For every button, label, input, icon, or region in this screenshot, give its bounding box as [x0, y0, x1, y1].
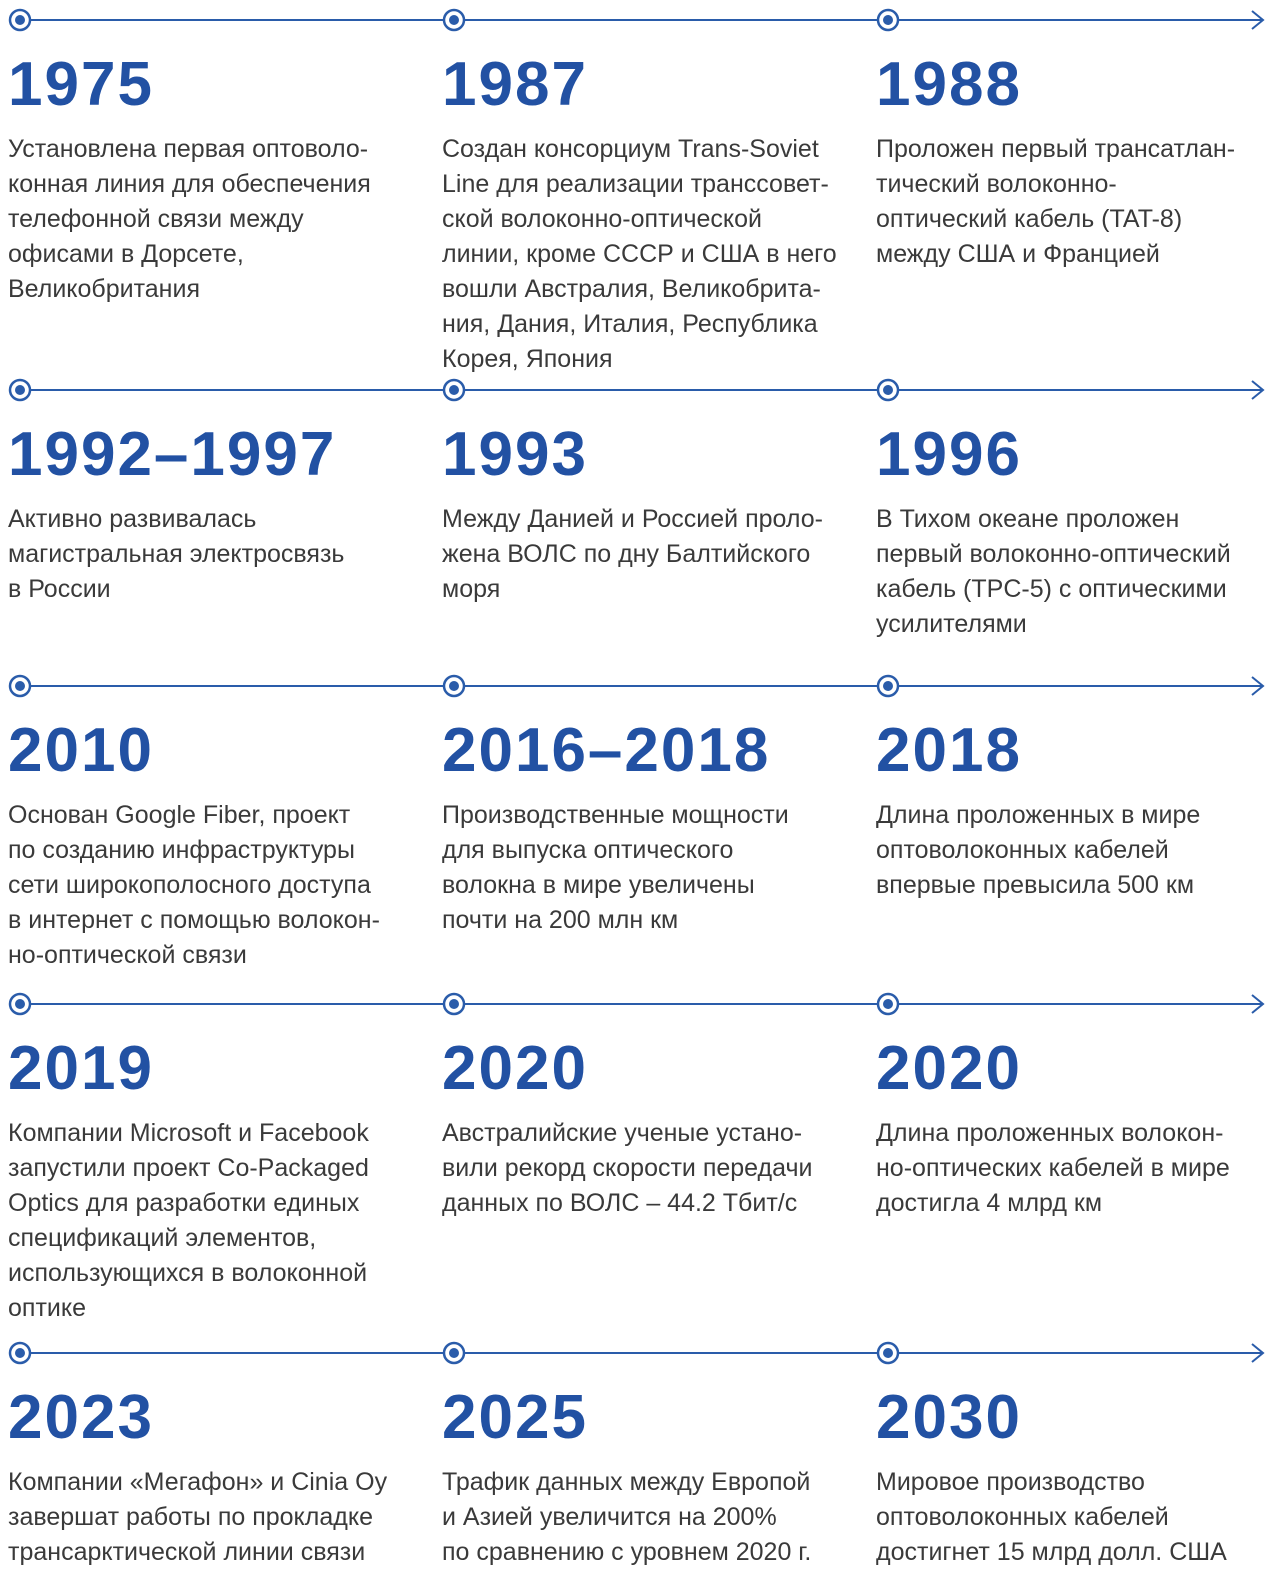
description-line: оптический кабель (TAT-8) [876, 205, 1183, 233]
description-line: В Тихом океане проложен [876, 505, 1180, 533]
year: 1992–1997 [8, 420, 337, 489]
description-line: Активно развивалась [8, 505, 257, 533]
year: 1988 [876, 50, 1022, 119]
year: 2010 [8, 716, 154, 785]
arrow-head [1251, 1343, 1265, 1363]
year: 2019 [8, 1034, 154, 1103]
description-line: жена ВОЛС по дну Балтийского [442, 540, 811, 568]
description-line: моря [442, 575, 501, 603]
marker-dot [449, 15, 459, 25]
year: 2023 [8, 1383, 154, 1452]
description-line: Проложен первый трансатлан- [876, 135, 1236, 163]
description-line: Line для реализации транссовет- [442, 170, 829, 198]
arrow-head [1251, 676, 1265, 696]
description-line: Австралийские ученые устано- [442, 1119, 803, 1147]
description-line: тический волоконно- [876, 170, 1117, 198]
description-line: ской волоконно-оптической [442, 205, 762, 233]
year: 2020 [442, 1034, 588, 1103]
description-line: оптоволоконных кабелей [876, 836, 1169, 864]
description-line: Компании Microsoft и Facebook [8, 1119, 369, 1147]
marker-dot [449, 385, 459, 395]
marker-dot [15, 385, 25, 395]
description-line: и Азией увеличится на 200% [442, 1503, 777, 1531]
year: 2030 [876, 1383, 1022, 1452]
description-line: кабель (TPC-5) с оптическими [876, 575, 1227, 603]
description-line: спецификаций элементов, [8, 1224, 317, 1252]
description-line: линии, кроме СССР и США в него [442, 240, 837, 268]
marker-dot [449, 999, 459, 1009]
description-line: Корея, Япония [442, 345, 613, 373]
description-line: магистральная электросвязь [8, 540, 345, 568]
description-line: Между Данией и Россией проло- [442, 505, 823, 533]
description-line: в интернет с помощью волокон- [8, 906, 380, 934]
description-line: Основан Google Fiber, проект [8, 801, 351, 829]
description-line: по созданию инфраструктуры [8, 836, 355, 864]
description-line: вошли Австралия, Великобрита- [442, 275, 821, 303]
description-line: в России [8, 575, 111, 603]
description-line: впервые превысила 500 км [876, 871, 1195, 899]
description-line: использующихся в волоконной [8, 1259, 368, 1287]
description-line: но-оптической связи [8, 941, 247, 969]
description-line: телефонной связи между [8, 205, 304, 233]
description-line: между США и Францией [876, 240, 1160, 268]
description-line: вили рекорд скорости передачи [442, 1154, 813, 1182]
description-line: Optics для разработки единых [8, 1189, 360, 1217]
marker-dot [883, 1348, 893, 1358]
description-line: трансарктической линии связи [8, 1538, 366, 1566]
description-line: Установлена первая оптоволо- [8, 135, 369, 163]
year: 1987 [442, 50, 588, 119]
description-line: офисами в Дорсете, [8, 240, 244, 268]
description-line: Производственные мощности [442, 801, 789, 829]
marker-dot [15, 999, 25, 1009]
description-line: конная линия для обеспечения [8, 170, 371, 198]
description-line: достигла 4 млрд км [876, 1189, 1103, 1217]
arrow-head [1251, 994, 1265, 1014]
description-line: Длина проложенных в мире [876, 801, 1201, 829]
year: 1993 [442, 420, 588, 489]
description-line: Великобритания [8, 275, 200, 303]
year: 2018 [876, 716, 1022, 785]
marker-dot [15, 681, 25, 691]
description-line: достигнет 15 млрд долл. США [876, 1538, 1227, 1566]
description-line: ния, Дания, Италия, Республика [442, 310, 818, 338]
description-line: данных по ВОЛС – 44.2 Тбит/с [442, 1189, 798, 1217]
description-line: Создан консорциум Trans-Soviet [442, 135, 819, 163]
year: 1975 [8, 50, 154, 119]
marker-dot [883, 385, 893, 395]
arrow-head [1251, 380, 1265, 400]
description-line: Компании «Мегафон» и Cinia Oy [8, 1468, 388, 1496]
description-line: почти на 200 млн км [442, 906, 679, 934]
description-line: но-оптических кабелей в мире [876, 1154, 1230, 1182]
year: 2016–2018 [442, 716, 771, 785]
marker-dot [883, 999, 893, 1009]
marker-dot [883, 681, 893, 691]
marker-dot [449, 681, 459, 691]
year: 2020 [876, 1034, 1022, 1103]
marker-dot [15, 1348, 25, 1358]
description-line: усилителями [876, 610, 1027, 638]
marker-dot [449, 1348, 459, 1358]
description-line: оптоволоконных кабелей [876, 1503, 1169, 1531]
description-line: запустили проект Co-Packaged [8, 1154, 369, 1182]
description-line: волокна в мире увеличены [442, 871, 755, 899]
description-line: оптике [8, 1294, 86, 1322]
description-line: Трафик данных между Европой [442, 1468, 811, 1496]
arrow-head [1251, 10, 1265, 30]
description-line: для выпуска оптического [442, 836, 734, 864]
year: 2025 [442, 1383, 588, 1452]
description-line: первый волоконно-оптический [876, 540, 1231, 568]
marker-dot [883, 15, 893, 25]
description-line: Длина проложенных волокон- [876, 1119, 1224, 1147]
description-line: по сравнению с уровнем 2020 г. [442, 1538, 812, 1566]
description-line: Мировое производство [876, 1468, 1145, 1496]
year: 1996 [876, 420, 1022, 489]
description-line: завершат работы по прокладке [8, 1503, 373, 1531]
description-line: сети широкополосного доступа [8, 871, 371, 899]
marker-dot [15, 15, 25, 25]
